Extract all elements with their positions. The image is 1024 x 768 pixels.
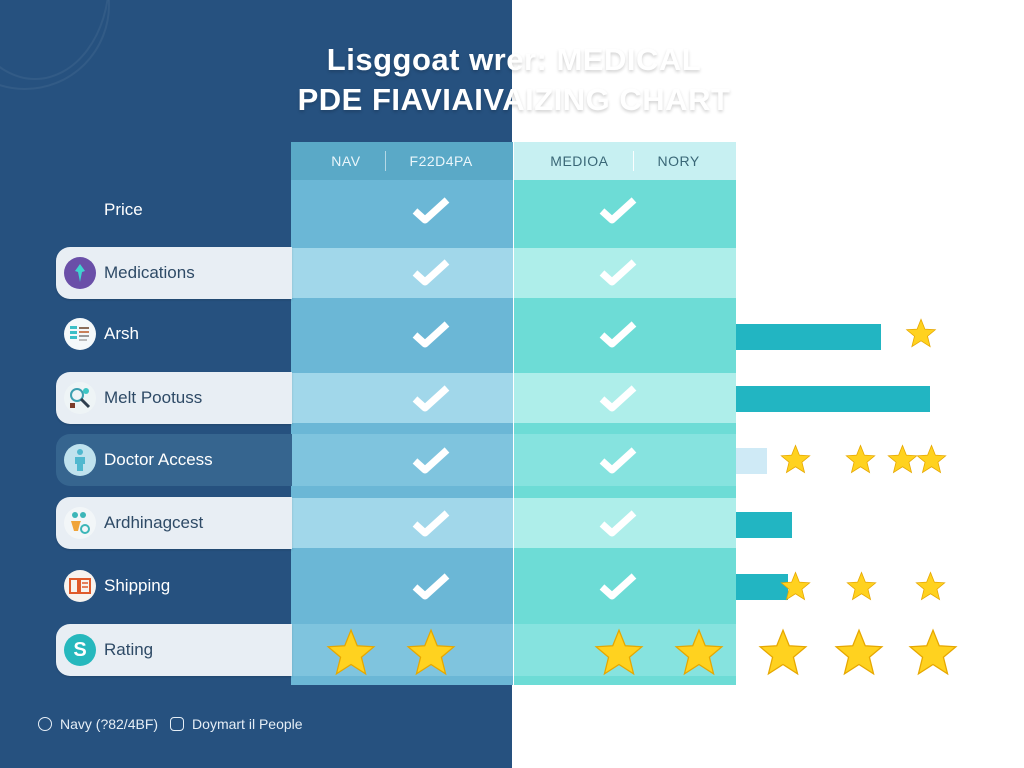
pill-icon <box>64 257 96 289</box>
row-label-arsh: Arsh <box>56 308 292 360</box>
check-icon <box>599 510 637 537</box>
magnifier-tools-icon <box>64 382 96 414</box>
chart-title-line2: PDE FIAVIAIVAIZING CHART <box>297 82 731 117</box>
bar-melt <box>736 386 930 412</box>
star-icon <box>758 628 808 676</box>
check-icon <box>599 321 637 348</box>
star-icon <box>326 628 376 676</box>
bar-ardh <box>736 512 792 538</box>
shipping-box-icon <box>64 570 96 602</box>
legend-item-navy: Navy (?82/4BF) <box>60 716 159 732</box>
star-icon <box>846 571 877 601</box>
row-label-rating: S Rating <box>56 624 292 676</box>
star-icon <box>887 444 918 474</box>
check-icon <box>412 197 450 224</box>
header-divider <box>632 151 634 171</box>
star-icon <box>780 444 811 474</box>
check-icon <box>412 447 450 474</box>
med-column-header: MEDIOA NORY <box>514 142 736 180</box>
star-icon <box>916 444 947 474</box>
bar-shipping <box>736 574 788 600</box>
check-icon <box>599 259 637 286</box>
legend: Navy (?82/4BF) Doymart il People <box>38 716 303 732</box>
row-band-ardh <box>291 498 736 548</box>
row-band-medications <box>291 248 736 298</box>
row-band-melt <box>291 373 736 423</box>
nav-column-header: NAV F22D4PA <box>291 142 513 180</box>
document-list-icon <box>64 318 96 350</box>
check-icon <box>599 573 637 600</box>
med-header-label-b: NORY <box>657 153 700 169</box>
star-icon <box>908 628 958 676</box>
row-label-shipping: Shipping <box>56 560 292 612</box>
row-band-doctor <box>291 434 736 486</box>
star-icon <box>845 444 876 474</box>
check-icon <box>599 197 637 224</box>
nav-header-label-a: NAV <box>331 153 361 169</box>
bar-arsh <box>736 324 881 350</box>
circle-outline-icon <box>38 717 52 731</box>
star-icon <box>594 628 644 676</box>
row-label-melt-pootuss: Melt Pootuss <box>56 372 292 424</box>
check-icon <box>599 447 637 474</box>
star-icon <box>406 628 456 676</box>
star-icon <box>915 571 946 601</box>
star-icon <box>905 318 937 348</box>
med-header-label-a: MEDIOA <box>550 153 609 169</box>
star-icon <box>674 628 724 676</box>
star-icon <box>834 628 884 676</box>
check-icon <box>412 510 450 537</box>
row-label-price: Price <box>104 200 143 219</box>
row-label-doctor-access: Doctor Access <box>56 434 292 486</box>
bar-doctor <box>736 448 767 474</box>
check-icon <box>412 321 450 348</box>
nav-header-label-b: F22D4PA <box>409 153 473 169</box>
row-label-ardhinagcest: Ardhinagcest <box>56 497 292 549</box>
star-icon <box>780 571 811 601</box>
doctor-icon <box>64 444 96 476</box>
check-icon <box>599 385 637 412</box>
check-icon <box>412 573 450 600</box>
square-outline-icon <box>170 717 185 731</box>
row-label-medications: Medications <box>56 247 292 299</box>
header-divider <box>384 151 386 171</box>
people-care-icon <box>64 507 96 539</box>
check-icon <box>412 385 450 412</box>
legend-item-people: Doymart il People <box>192 716 303 732</box>
chart-title-line1: Lisggoat wrer: MEDICAL <box>326 42 702 77</box>
check-icon <box>412 259 450 286</box>
dollar-icon: S <box>64 634 96 666</box>
